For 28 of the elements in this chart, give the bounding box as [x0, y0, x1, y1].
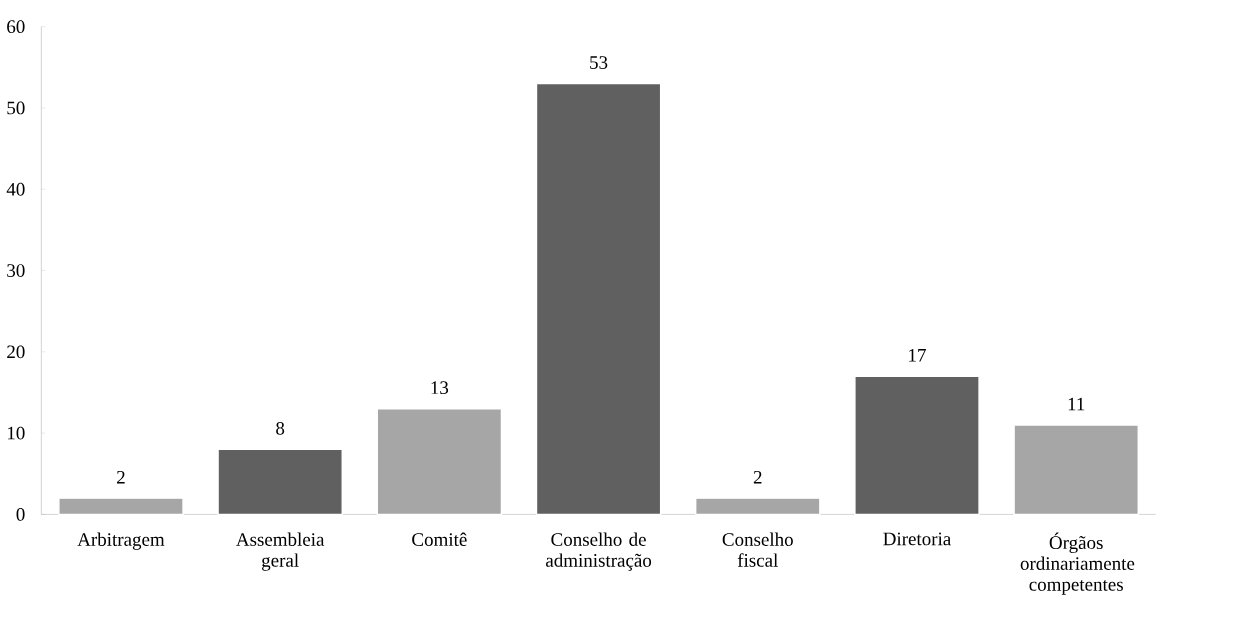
- data-label: 53: [590, 56, 608, 69]
- y-tick-label: 30: [7, 264, 25, 277]
- y-tick-label: 0: [16, 508, 25, 521]
- bar: [535, 82, 662, 516]
- data-label: 17: [909, 349, 926, 362]
- x-tick-label: Comitê: [412, 532, 467, 546]
- y-tick-label: 10: [8, 426, 25, 440]
- data-label: 2: [117, 470, 125, 484]
- x-tick-label: Órgãos ordinariamente competentes: [1020, 532, 1135, 595]
- bar: [217, 448, 343, 516]
- bar: [694, 497, 821, 516]
- bar: [1013, 424, 1139, 516]
- bar: [376, 408, 503, 516]
- y-tick-label: 60: [7, 20, 25, 34]
- x-tick-label: Diretoria: [883, 532, 951, 546]
- x-tick-label: Conselho de administração: [546, 532, 652, 571]
- bar: [58, 497, 184, 516]
- data-label: 2: [753, 470, 762, 484]
- y-tick-label: 40: [6, 182, 25, 196]
- data-label: 8: [276, 421, 285, 435]
- y-tick-label: 20: [7, 345, 25, 359]
- data-label: 13: [431, 381, 449, 395]
- bar: [854, 375, 980, 516]
- data-label: 11: [1068, 397, 1085, 411]
- x-tick-label: Assembleia geral: [236, 532, 325, 571]
- x-tick-label: Arbitragem: [77, 532, 165, 550]
- y-tick-label: 50: [7, 101, 25, 115]
- x-tick-label: Conselho fiscal: [722, 532, 793, 567]
